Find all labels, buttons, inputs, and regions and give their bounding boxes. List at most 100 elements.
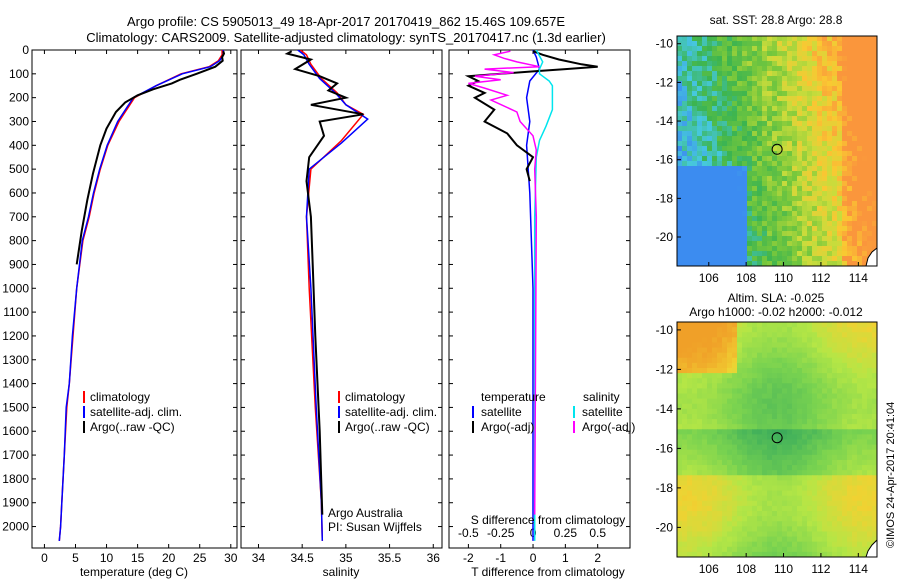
map-cell <box>727 46 733 52</box>
map-cell <box>697 531 703 538</box>
map-cell <box>797 398 803 405</box>
map-cell <box>717 357 723 364</box>
map-cell <box>802 101 808 107</box>
map-cell <box>697 126 703 132</box>
map-cell <box>722 454 728 461</box>
map-cell <box>862 485 868 492</box>
map-cell <box>867 424 873 430</box>
map-cell <box>712 403 718 410</box>
map-cell <box>747 459 753 466</box>
map-cell <box>737 186 743 192</box>
map-cell <box>727 546 733 553</box>
map-cell <box>867 373 873 379</box>
map-cell <box>857 434 863 441</box>
map-cell <box>797 373 803 379</box>
map-cell <box>822 111 828 117</box>
map-cell <box>857 419 863 425</box>
map-cell <box>707 408 713 415</box>
map-cell <box>802 171 808 177</box>
map-cell <box>677 393 683 400</box>
map-cell <box>797 408 803 415</box>
map-cell <box>797 444 803 451</box>
map-cell <box>812 347 818 354</box>
map-cell <box>787 106 793 112</box>
map-cell <box>867 403 873 410</box>
map-cell <box>812 76 818 82</box>
map-cell <box>802 424 808 430</box>
map-cell <box>847 521 853 527</box>
map-cell <box>807 367 813 374</box>
map-cell <box>737 56 743 62</box>
map-cell <box>807 337 813 344</box>
map-cell <box>727 111 733 117</box>
map-cell <box>787 56 793 62</box>
map-cell <box>817 121 823 127</box>
map-cell <box>727 81 733 87</box>
map-cell <box>732 337 738 344</box>
map-cell <box>812 459 818 466</box>
map-cell <box>737 66 743 72</box>
map-cell <box>857 136 863 142</box>
map-cell <box>697 101 703 107</box>
map-cell <box>792 332 798 338</box>
map-cell <box>782 352 788 359</box>
map-cell <box>787 378 793 384</box>
map-cell <box>782 166 788 172</box>
map-cell <box>767 546 773 553</box>
map-cell <box>697 408 703 415</box>
map-cell <box>712 342 718 349</box>
map-cell <box>862 511 868 517</box>
map-cell <box>722 388 728 395</box>
map-cell <box>742 521 748 527</box>
map-cell <box>727 393 733 400</box>
map-cell <box>812 500 818 507</box>
map-cell <box>797 236 803 242</box>
map-cell <box>782 66 788 72</box>
map-cell <box>812 251 818 257</box>
map-cell <box>792 96 798 102</box>
map-cell <box>862 403 868 410</box>
map-cell <box>812 551 818 557</box>
map-cell <box>797 131 803 137</box>
map-cell <box>712 176 718 182</box>
map-cell <box>732 221 738 227</box>
map-cell <box>862 51 868 57</box>
map-cell <box>832 403 838 410</box>
map-cell <box>717 116 723 122</box>
temperature-x-label: temperature (deg C) <box>80 565 188 579</box>
map-cell <box>782 332 788 338</box>
map-cell <box>797 71 803 77</box>
map-cell <box>867 176 873 182</box>
map-cell <box>857 465 863 471</box>
map-cell <box>872 246 877 252</box>
map-cell <box>777 490 783 497</box>
map-cell <box>717 131 723 137</box>
map-cell <box>792 181 798 187</box>
map-cell <box>687 116 693 122</box>
map-cell <box>697 71 703 77</box>
map-cell <box>772 101 778 107</box>
map-cell <box>837 76 843 82</box>
map-cell <box>682 551 688 557</box>
map-cell <box>742 531 748 538</box>
map-cell <box>682 106 688 112</box>
map-cell <box>847 444 853 451</box>
map-cell <box>807 151 813 157</box>
map-cell <box>677 111 683 117</box>
map-cell <box>737 116 743 122</box>
map-cell <box>807 241 813 247</box>
map-cell <box>787 388 793 395</box>
map-cell <box>807 500 813 507</box>
lat-tick-label: -12 <box>656 362 674 376</box>
map-cell <box>782 362 788 369</box>
map-cell <box>807 246 813 252</box>
map-cell <box>727 434 733 441</box>
map-cell <box>722 66 728 72</box>
map-cell <box>782 337 788 344</box>
map-cell <box>777 96 783 102</box>
legend-title-salinity: salinity <box>583 390 620 404</box>
map-cell <box>827 500 833 507</box>
map-cell <box>702 475 708 481</box>
map-cell <box>802 546 808 553</box>
map-cell <box>857 96 863 102</box>
